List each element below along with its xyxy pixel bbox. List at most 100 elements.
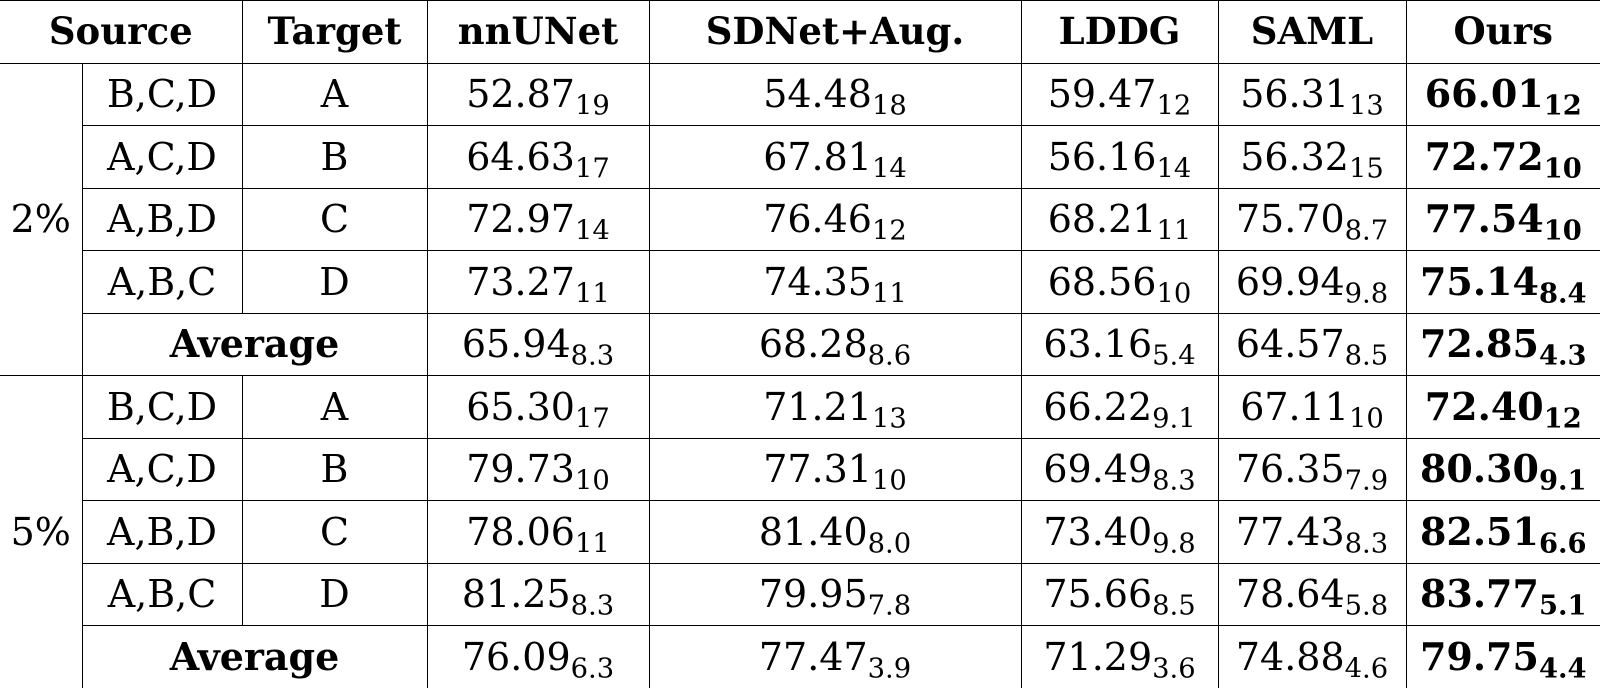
mean-value: 65.30	[466, 384, 575, 429]
std-value: 12	[1156, 90, 1192, 122]
mean-value: 66.01	[1424, 71, 1544, 117]
mean-value: 56.31	[1240, 72, 1349, 117]
value-cell-ours: 79.754.4	[1405, 625, 1600, 688]
std-value: 8.3	[570, 590, 615, 622]
table-row: A,C,D B 64.6317 67.8114 56.1614 56.3215 72.721…	[0, 125, 1600, 188]
mean-value: 56.32	[1240, 134, 1349, 179]
mean-value: 71.21	[763, 384, 872, 429]
value-cell-nnunet: 65.3017	[426, 375, 649, 438]
mean-value: 72.40	[1424, 383, 1544, 429]
value-cell-lddg: 59.4712	[1020, 62, 1218, 126]
mean-value: 81.40	[758, 509, 868, 554]
value-cell-ours: 82.516.6	[1405, 500, 1600, 563]
value-cell-saml: 77.438.3	[1217, 500, 1406, 563]
std-value: 7.8	[867, 590, 912, 622]
table-row: A,B,C D 73.2711 74.3511 68.5610 69.949.8 75.14…	[0, 250, 1600, 313]
value-cell-nnunet: 65.948.3	[426, 312, 649, 376]
std-value: 10	[1543, 214, 1582, 247]
std-value: 5.4	[1152, 340, 1196, 372]
std-value: 8.4	[1538, 277, 1587, 310]
mean-value: 64.57	[1235, 322, 1345, 367]
mean-value: 78.64	[1235, 572, 1345, 617]
std-value: 11	[871, 278, 907, 310]
header-cell-sdnet-aug: SDNet+Aug.	[648, 0, 1021, 63]
mean-value: 68.28	[758, 322, 868, 367]
target-cell: D	[241, 250, 427, 313]
table-row: A,C,D B 79.7310 77.3110 69.498.3 76.357.9 80.3…	[0, 437, 1600, 501]
target-cell: D	[241, 562, 427, 626]
value-cell-sdnet-aug: 54.4818	[648, 62, 1021, 126]
value-cell-ours: 66.0112	[1405, 62, 1600, 126]
std-value: 11	[1156, 215, 1192, 247]
mean-value: 75.14	[1419, 258, 1539, 304]
std-value: 18	[871, 90, 907, 122]
table-row: 5% B,C,D A 65.3017 71.2113 66.229.1 67.1110 72.…	[0, 375, 1600, 688]
std-value: 12	[871, 215, 907, 247]
value-cell-sdnet-aug: 77.473.9	[648, 625, 1021, 688]
value-cell-nnunet: 72.9714	[426, 187, 649, 251]
value-cell-nnunet: 73.2711	[426, 250, 649, 313]
mean-value: 79.95	[758, 572, 868, 617]
mean-value: 77.54	[1424, 196, 1544, 242]
mean-value: 64.63	[466, 134, 575, 179]
mean-value: 54.48	[763, 72, 872, 117]
target-cell: C	[241, 187, 427, 251]
mean-value: 77.47	[758, 634, 868, 679]
mean-value: 79.73	[466, 447, 575, 492]
value-cell-sdnet-aug: 76.4612	[648, 187, 1021, 251]
value-cell-nnunet: 52.8719	[426, 62, 649, 126]
value-cell-lddg: 73.409.8	[1020, 500, 1218, 563]
value-cell-lddg: 68.2111	[1020, 187, 1218, 251]
std-value: 8.3	[1344, 528, 1389, 560]
std-value: 4.6	[1344, 653, 1389, 685]
std-value: 13	[1348, 90, 1384, 122]
header-cell-target: Target	[241, 0, 427, 63]
mean-value: 59.47	[1047, 72, 1157, 117]
std-value: 10	[1348, 403, 1384, 435]
std-value: 5.1	[1538, 589, 1587, 622]
std-value: 9.8	[1152, 528, 1196, 560]
value-cell-sdnet-aug: 77.3110	[648, 437, 1021, 501]
mean-value: 63.16	[1043, 322, 1153, 367]
mean-value: 71.29	[1043, 634, 1153, 679]
group-label: 5%	[0, 375, 82, 688]
std-value: 8.3	[570, 340, 615, 372]
target-cell: B	[241, 125, 427, 188]
std-value: 6.6	[1538, 527, 1587, 560]
value-cell-sdnet-aug: 79.957.8	[648, 562, 1021, 626]
value-cell-saml: 75.708.7	[1217, 187, 1406, 251]
header-cell-lddg: LDDG	[1020, 0, 1218, 63]
std-value: 13	[871, 403, 907, 435]
average-row: Average 65.948.3 68.288.6 63.165.4 64.578.5 7…	[0, 312, 1600, 376]
value-cell-lddg: 66.229.1	[1020, 375, 1218, 438]
std-value: 8.0	[867, 528, 912, 560]
std-value: 11	[574, 528, 610, 560]
std-value: 17	[574, 153, 610, 185]
table-row: A,B,C D 81.258.3 79.957.8 75.668.5 78.645.8 83…	[0, 562, 1600, 626]
std-value: 5.8	[1344, 590, 1389, 622]
value-cell-nnunet: 76.096.3	[426, 625, 649, 688]
header-cell-nnunet: nnUNet	[426, 0, 649, 63]
value-cell-nnunet: 78.0611	[426, 500, 649, 563]
source-cell: A,C,D	[81, 437, 242, 501]
value-cell-saml: 56.3113	[1217, 62, 1406, 126]
mean-value: 66.22	[1043, 384, 1153, 429]
target-cell: B	[241, 437, 427, 501]
mean-value: 69.94	[1235, 259, 1345, 304]
mean-value: 82.51	[1419, 508, 1539, 554]
std-value: 14	[1156, 153, 1192, 185]
mean-value: 67.81	[763, 134, 872, 179]
mean-value: 56.16	[1047, 134, 1157, 179]
std-value: 3.6	[1152, 653, 1196, 685]
mean-value: 73.40	[1043, 509, 1153, 554]
mean-value: 72.85	[1419, 321, 1539, 367]
mean-value: 52.87	[466, 72, 575, 117]
std-value: 4.3	[1538, 339, 1587, 372]
source-cell: B,C,D	[81, 375, 242, 438]
header-cell-ours: Ours	[1405, 0, 1600, 63]
value-cell-lddg: 75.668.5	[1020, 562, 1218, 626]
mean-value: 67.11	[1240, 384, 1349, 429]
std-value: 4.4	[1538, 652, 1587, 685]
